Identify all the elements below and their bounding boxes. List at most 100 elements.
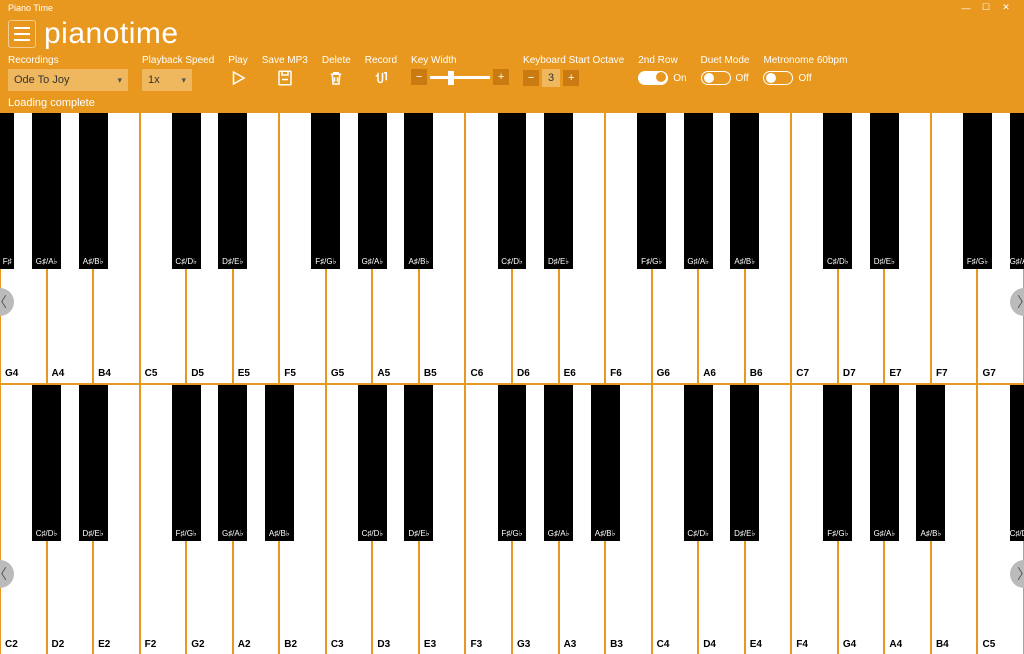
black-key-label: G♯/A♭: [1010, 257, 1024, 266]
black-key[interactable]: D♯/E♭: [870, 113, 899, 269]
row2-group: 2nd Row On: [638, 55, 686, 85]
white-key-label: B5: [424, 368, 437, 379]
white-key-label: D6: [517, 368, 530, 379]
black-key[interactable]: G♯/A♭: [32, 113, 61, 269]
white-key-label: C4: [657, 639, 670, 650]
white-key-label: G2: [191, 639, 204, 650]
startoctave-group: Keyboard Start Octave − 3 +: [523, 55, 624, 87]
black-key[interactable]: D♯/E♭: [544, 113, 573, 269]
black-key[interactable]: D♯/E♭: [404, 385, 433, 541]
black-key[interactable]: G♯/A♭: [358, 113, 387, 269]
octave-value: 3: [542, 69, 560, 87]
keyboards: G4A4B4C5D5E5F5G5A5B5C6D6E6F6G6A6B6C7D7E7…: [0, 113, 1024, 654]
black-key[interactable]: D♯/E♭: [730, 385, 759, 541]
keywidth-slider[interactable]: [430, 76, 490, 79]
white-key-label: C5: [982, 639, 995, 650]
white-key-label: E3: [424, 639, 436, 650]
status-text: Loading complete: [0, 95, 1024, 113]
black-key[interactable]: A♯/B♭: [730, 113, 759, 269]
menu-button[interactable]: [8, 20, 36, 48]
black-key[interactable]: D♯/E♭: [79, 385, 108, 541]
black-key-label: D♯/E♭: [544, 257, 573, 266]
app-title: pianotime: [44, 17, 179, 51]
black-key[interactable]: G♯/A♭: [218, 385, 247, 541]
black-key-label: D♯/E♭: [79, 529, 108, 538]
recordings-label: Recordings: [8, 55, 128, 66]
white-key-label: G7: [982, 368, 995, 379]
black-key-label: F♯/G♭: [823, 529, 852, 538]
black-key[interactable]: F♯: [0, 113, 14, 269]
black-key[interactable]: F♯/G♭: [963, 113, 992, 269]
black-key[interactable]: A♯/B♭: [916, 385, 945, 541]
octave-increase[interactable]: +: [563, 70, 579, 86]
black-key[interactable]: F♯/G♭: [172, 385, 201, 541]
black-key-label: C♯/D♭: [172, 257, 201, 266]
black-key-label: G♯/A♭: [684, 257, 713, 266]
white-key-label: A6: [703, 368, 716, 379]
black-key[interactable]: F♯/G♭: [498, 385, 527, 541]
white-key-label: A5: [377, 368, 390, 379]
metronome-toggle[interactable]: [763, 71, 793, 85]
play-button[interactable]: Play: [228, 55, 247, 87]
black-key-label: F♯/G♭: [172, 529, 201, 538]
octave-decrease[interactable]: −: [523, 70, 539, 86]
black-key[interactable]: G♯/A♭: [684, 113, 713, 269]
white-key-label: D2: [52, 639, 65, 650]
black-key[interactable]: C♯/D♭: [32, 385, 61, 541]
duet-group: Duet Mode Off: [701, 55, 750, 85]
maximize-button[interactable]: ☐: [976, 2, 996, 13]
save-mp3-button[interactable]: Save MP3: [262, 55, 308, 87]
black-key[interactable]: C♯/D♭: [172, 113, 201, 269]
black-key-label: D♯/E♭: [218, 257, 247, 266]
black-key[interactable]: C♯/D♭: [498, 113, 527, 269]
black-key[interactable]: C♯/D♭: [358, 385, 387, 541]
recordings-group: Recordings Ode To Joy ▾: [8, 55, 128, 91]
titlebar: Piano Time — ☐ ✕: [0, 0, 1024, 15]
black-key-label: G♯/A♭: [32, 257, 61, 266]
black-key[interactable]: G♯/A♭: [1010, 113, 1024, 269]
black-key-label: A♯/B♭: [730, 257, 759, 266]
row2-toggle[interactable]: [638, 71, 668, 85]
black-key[interactable]: A♯/B♭: [404, 113, 433, 269]
startoctave-label: Keyboard Start Octave: [523, 55, 624, 66]
white-key-label: A4: [52, 368, 65, 379]
playback-select[interactable]: 1x ▾: [142, 69, 192, 91]
white-key-label: E5: [238, 368, 250, 379]
minimize-button[interactable]: —: [956, 3, 976, 13]
white-key-label: E2: [98, 639, 110, 650]
black-key[interactable]: C♯/D♭: [684, 385, 713, 541]
record-icon: [372, 69, 390, 87]
black-key-label: A♯/B♭: [591, 529, 620, 538]
keywidth-increase[interactable]: +: [493, 69, 509, 85]
black-key[interactable]: F♯/G♭: [823, 385, 852, 541]
black-key[interactable]: A♯/B♭: [79, 113, 108, 269]
black-key[interactable]: G♯/A♭: [544, 385, 573, 541]
white-key-label: D3: [377, 639, 390, 650]
white-key-label: D5: [191, 368, 204, 379]
delete-button[interactable]: Delete: [322, 55, 351, 87]
black-key-label: G♯/A♭: [218, 529, 247, 538]
playback-label: Playback Speed: [142, 55, 214, 66]
black-key[interactable]: F♯/G♭: [311, 113, 340, 269]
black-key[interactable]: F♯/G♭: [637, 113, 666, 269]
black-key[interactable]: A♯/B♭: [265, 385, 294, 541]
black-key[interactable]: C♯/D♭: [823, 113, 852, 269]
keywidth-decrease[interactable]: −: [411, 69, 427, 85]
black-key[interactable]: G♯/A♭: [870, 385, 899, 541]
black-key[interactable]: D♯/E♭: [218, 113, 247, 269]
keywidth-control: − +: [411, 69, 509, 85]
black-key-label: C♯/D♭: [684, 529, 713, 538]
white-key-label: D7: [843, 368, 856, 379]
recordings-select[interactable]: Ode To Joy ▾: [8, 69, 128, 91]
white-key-label: C6: [470, 368, 483, 379]
black-key[interactable]: C♯/D♭: [1010, 385, 1024, 541]
white-key-label: A4: [889, 639, 902, 650]
metronome-label: Metronome 60bpm: [763, 55, 847, 66]
close-button[interactable]: ✕: [996, 2, 1016, 13]
black-key[interactable]: A♯/B♭: [591, 385, 620, 541]
white-key-label: F3: [470, 639, 482, 650]
record-button[interactable]: Record: [365, 55, 397, 87]
duet-toggle[interactable]: [701, 71, 731, 85]
white-key-label: B6: [750, 368, 763, 379]
playback-group: Playback Speed 1x ▾: [142, 55, 214, 91]
